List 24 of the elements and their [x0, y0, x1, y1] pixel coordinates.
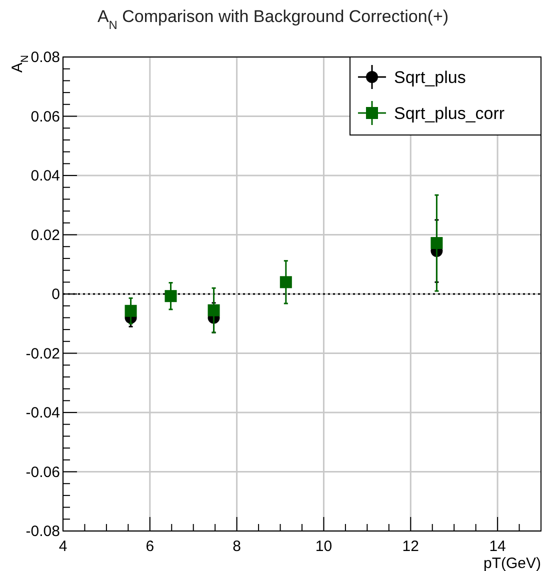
y-tick-label: 0.04	[30, 168, 60, 184]
x-tick-label: 14	[489, 538, 506, 555]
x-axis-title: pT(GeV)	[483, 555, 541, 571]
point	[280, 276, 292, 288]
y-tick-label: -0.08	[26, 523, 60, 540]
chart-title: A$_{N}$ Comparison with Background Correction(+)	[97, 7, 449, 32]
legend-label: Sqrt_plus	[394, 68, 466, 87]
point	[124, 304, 137, 317]
x-tick-label: 6	[146, 538, 154, 555]
point	[164, 290, 177, 302]
x-tick-label: 12	[402, 538, 419, 555]
y-tick-label: -0.06	[26, 464, 60, 481]
y-tick-label: -0.04	[26, 404, 60, 422]
x-tick-label: 10	[315, 538, 332, 555]
y-tick-label: 0.02	[30, 226, 60, 244]
y-tick-label: 0	[52, 286, 60, 303]
point	[208, 304, 220, 316]
x-tick-label: 8	[232, 538, 241, 555]
y-tick-label: -0.02	[26, 345, 60, 362]
legend-label: Sqrt_plus_corr	[394, 104, 505, 123]
y-tick-label: 0.06	[30, 108, 60, 126]
y-tick-label: 0.08	[30, 49, 60, 66]
x-tick-label: 4	[58, 538, 68, 555]
point	[430, 237, 443, 250]
